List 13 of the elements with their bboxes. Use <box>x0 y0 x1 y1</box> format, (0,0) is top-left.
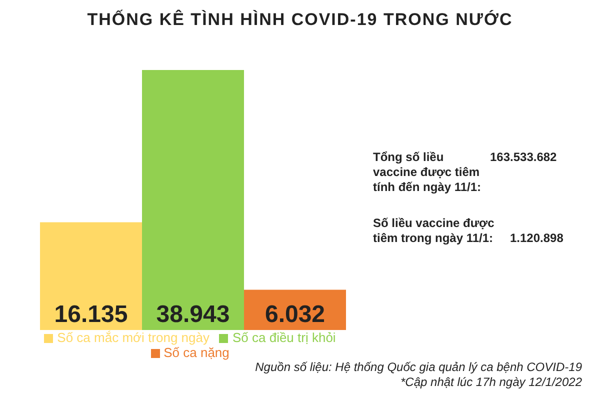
text: *Cập nhật lúc 17h ngày 12/1/2022 <box>400 375 582 389</box>
data-label: 16.135 <box>54 301 128 328</box>
text: 163.533.682 <box>490 150 557 165</box>
legend-label: Số ca nặng <box>164 345 230 360</box>
legend-label: Số ca điều trị khỏi <box>232 330 336 345</box>
legend-label: Số ca mắc mới trong ngày <box>57 330 210 345</box>
data-label: 6.032 <box>264 301 326 328</box>
text: 1.120.898 <box>510 231 564 246</box>
chart-title: THỐNG KÊ TÌNH HÌNH COVID-19 TRONG NƯỚC <box>86 10 514 30</box>
data-label: 38.943 <box>156 301 230 328</box>
annotation: Tổng số liều vaccine được tiêm tính đến ngày 11/1: <box>373 150 482 195</box>
annotation: Số liều vaccine được tiêm trong ngày 11/1: <box>373 216 494 245</box>
text: Nguồn số liệu: Hệ thống Quốc gia quản lý ca bệnh COVID-19 <box>255 360 582 374</box>
